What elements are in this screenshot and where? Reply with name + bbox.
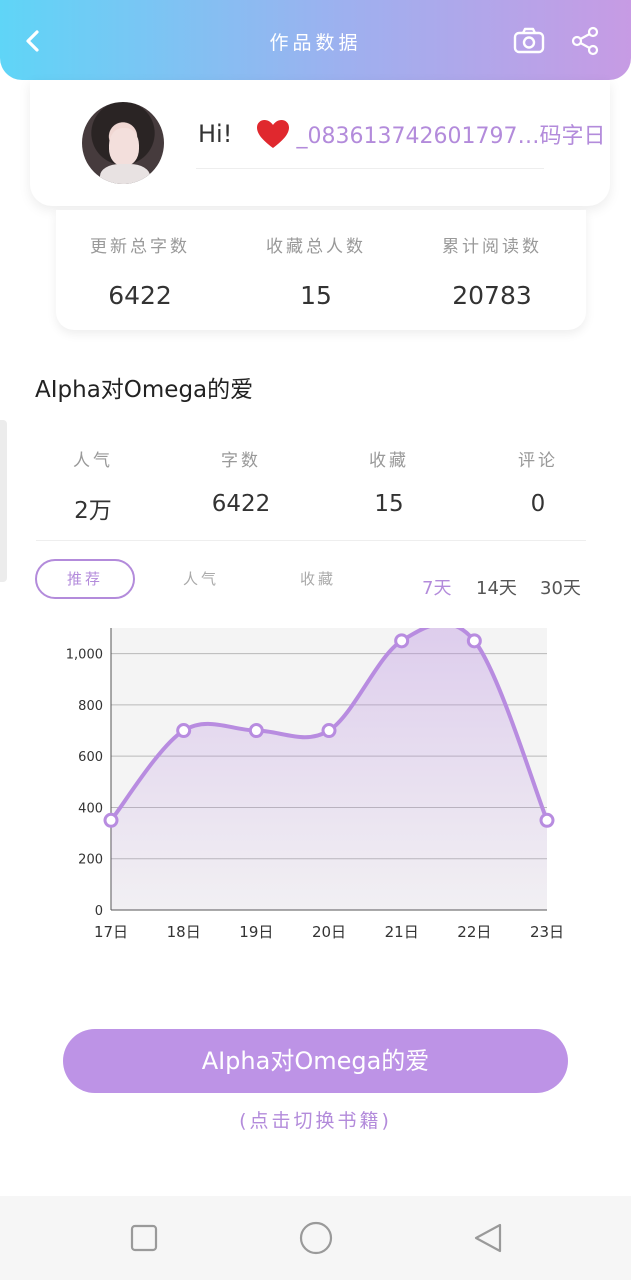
profile-card: Hi! _083613742601797…码字日 xyxy=(30,80,610,206)
heart-icon xyxy=(257,120,290,148)
avatar-face xyxy=(109,128,139,166)
data-point xyxy=(321,723,337,739)
share-icon[interactable] xyxy=(570,26,600,56)
y-tick-label: 200 xyxy=(78,853,103,868)
data-point xyxy=(248,723,264,739)
data-point xyxy=(539,812,555,828)
switch-book-hint[interactable]: (点击切换书籍) xyxy=(239,1110,392,1132)
data-point xyxy=(466,633,482,649)
metric-popularity: 人气 2万 xyxy=(33,446,153,525)
metric-value: 6422 xyxy=(211,491,271,517)
metric-label: 人气 xyxy=(73,451,113,471)
metric-word-count: 字数 6422 xyxy=(181,446,301,517)
metric-value: 0 xyxy=(530,491,546,517)
tab-recommend[interactable]: 推荐 xyxy=(35,559,135,599)
tab-popularity[interactable]: 人气 xyxy=(183,570,220,588)
y-tick-label: 800 xyxy=(78,699,103,714)
avatar[interactable] xyxy=(82,102,164,184)
metric-favorites: 收藏 15 xyxy=(329,446,449,517)
x-tick-label: 17日 xyxy=(94,923,128,941)
section-divider xyxy=(36,540,586,541)
greeting-text: Hi! xyxy=(198,120,233,148)
recent-apps-icon[interactable] xyxy=(124,1218,164,1258)
stat-value: 15 xyxy=(300,281,332,310)
x-tick-label: 20日 xyxy=(312,923,346,941)
metric-label: 收藏 xyxy=(369,451,409,471)
chevron-left-icon[interactable] xyxy=(18,26,48,56)
back-icon[interactable] xyxy=(468,1218,508,1258)
metric-comments: 评论 0 xyxy=(478,446,598,517)
side-drawer-handle[interactable] xyxy=(0,420,7,582)
y-tick-label: 0 xyxy=(95,904,103,919)
y-tick-label: 400 xyxy=(78,801,103,816)
series-area xyxy=(111,628,547,910)
switch-book-button[interactable]: AIpha对Omega的爱 xyxy=(63,1029,568,1093)
stat-value: 6422 xyxy=(108,281,172,310)
x-tick-label: 22日 xyxy=(457,923,491,941)
stat-total-favorites: 收藏总人数 15 xyxy=(236,232,396,310)
greeting-row: Hi! _083613742601797…码字日 xyxy=(198,118,618,150)
avatar-shirt xyxy=(100,164,150,184)
profile-divider xyxy=(196,168,544,169)
data-point xyxy=(394,633,410,649)
tab-favorites[interactable]: 收藏 xyxy=(300,570,337,588)
data-point xyxy=(176,723,192,739)
metric-label: 评论 xyxy=(518,451,558,471)
data-point xyxy=(103,812,119,828)
x-tick-label: 23日 xyxy=(530,923,564,941)
stat-label: 累计阅读数 xyxy=(442,237,542,257)
home-icon[interactable] xyxy=(296,1218,336,1258)
metric-value: 2万 xyxy=(74,498,112,524)
book-title: AIpha对Omega的爱 xyxy=(35,377,254,403)
username: _083613742601797…码字日 xyxy=(296,124,606,149)
range-14-days[interactable]: 14天 xyxy=(476,578,517,599)
camera-icon[interactable] xyxy=(512,26,546,56)
y-tick-label: 600 xyxy=(78,750,103,765)
x-tick-label: 21日 xyxy=(385,923,419,941)
stat-label: 更新总字数 xyxy=(90,237,190,257)
y-tick-label: 1,000 xyxy=(66,648,103,663)
range-30-days[interactable]: 30天 xyxy=(540,578,581,599)
stat-total-words: 更新总字数 6422 xyxy=(60,232,220,310)
x-tick-label: 18日 xyxy=(167,923,201,941)
stat-value: 20783 xyxy=(452,281,532,310)
page-title: 作品数据 xyxy=(269,32,362,54)
range-7-days[interactable]: 7天 xyxy=(422,578,452,599)
system-navbar xyxy=(0,1196,631,1280)
x-tick-label: 19日 xyxy=(239,923,273,941)
totals-card: 更新总字数 6422 收藏总人数 15 累计阅读数 20783 xyxy=(56,210,586,330)
trend-chart: 0 200 400 600 800 1,000 17日 18日 19日 20日 21日 22日 23日 xyxy=(66,628,564,941)
metric-value: 15 xyxy=(374,491,404,517)
stat-total-reads: 累计阅读数 20783 xyxy=(412,232,572,310)
stat-label: 收藏总人数 xyxy=(266,237,366,257)
metric-label: 字数 xyxy=(221,451,261,471)
app-header: 作品数据 xyxy=(0,0,631,80)
